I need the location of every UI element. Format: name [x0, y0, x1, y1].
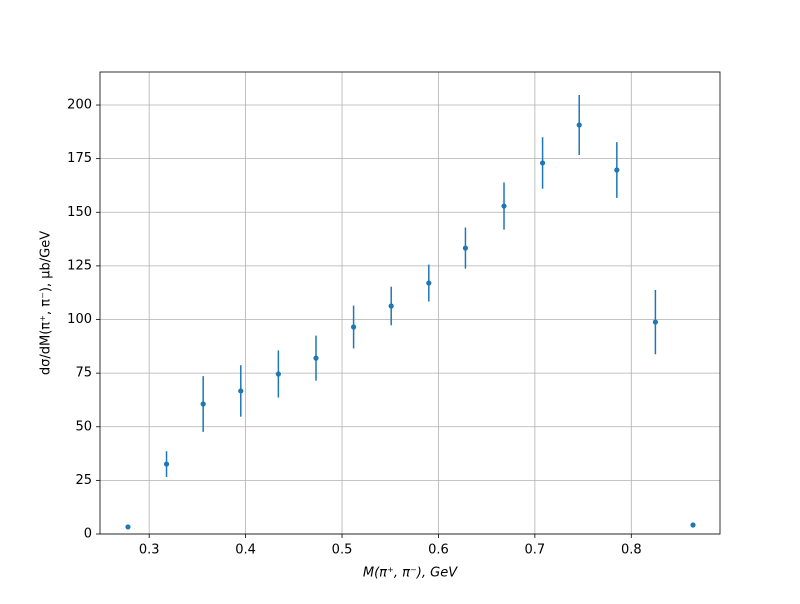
y-tick-label: 175	[67, 151, 92, 166]
y-tick-label: 200	[67, 98, 92, 113]
x-tick-label: 0.3	[139, 543, 160, 558]
y-tick-label: 125	[67, 258, 92, 273]
data-point	[388, 303, 394, 309]
data-point	[200, 401, 206, 407]
data-point	[539, 160, 546, 166]
data-point	[426, 280, 432, 286]
data-point	[652, 319, 658, 325]
x-tick-label: 0.4	[235, 543, 256, 558]
data-point	[238, 388, 244, 394]
data-point	[462, 245, 469, 251]
data-point	[690, 522, 696, 528]
y-tick-label: 100	[67, 312, 92, 327]
x-tick-label: 0.8	[621, 543, 642, 558]
x-tick-label: 0.7	[525, 543, 546, 558]
x-axis-label: M(π⁺, π⁻), GeV	[363, 566, 458, 581]
data-point	[313, 355, 319, 361]
x-tick-label: 0.5	[332, 543, 353, 558]
data-point	[163, 461, 170, 467]
y-tick-label: 0	[84, 527, 92, 542]
x-tick-label: 0.6	[428, 543, 449, 558]
data-point	[614, 167, 620, 173]
y-tick-label: 50	[75, 419, 92, 434]
data-point	[576, 122, 582, 128]
data-point	[501, 203, 507, 209]
y-tick-label: 150	[67, 205, 92, 220]
y-axis-label: dσ/dM(π⁺, π⁻), μb/GeV	[39, 231, 54, 375]
y-tick-label: 75	[75, 366, 92, 381]
axes-frame	[99, 71, 721, 535]
y-tick-label: 25	[75, 473, 92, 488]
data-point	[125, 524, 131, 530]
data-point	[275, 371, 281, 377]
data-point	[350, 324, 357, 330]
plot-area: 0 25 50 75 100 125 150 175 200 0.3 0.4 0.5 0.6 0.7 0.8	[67, 72, 720, 558]
